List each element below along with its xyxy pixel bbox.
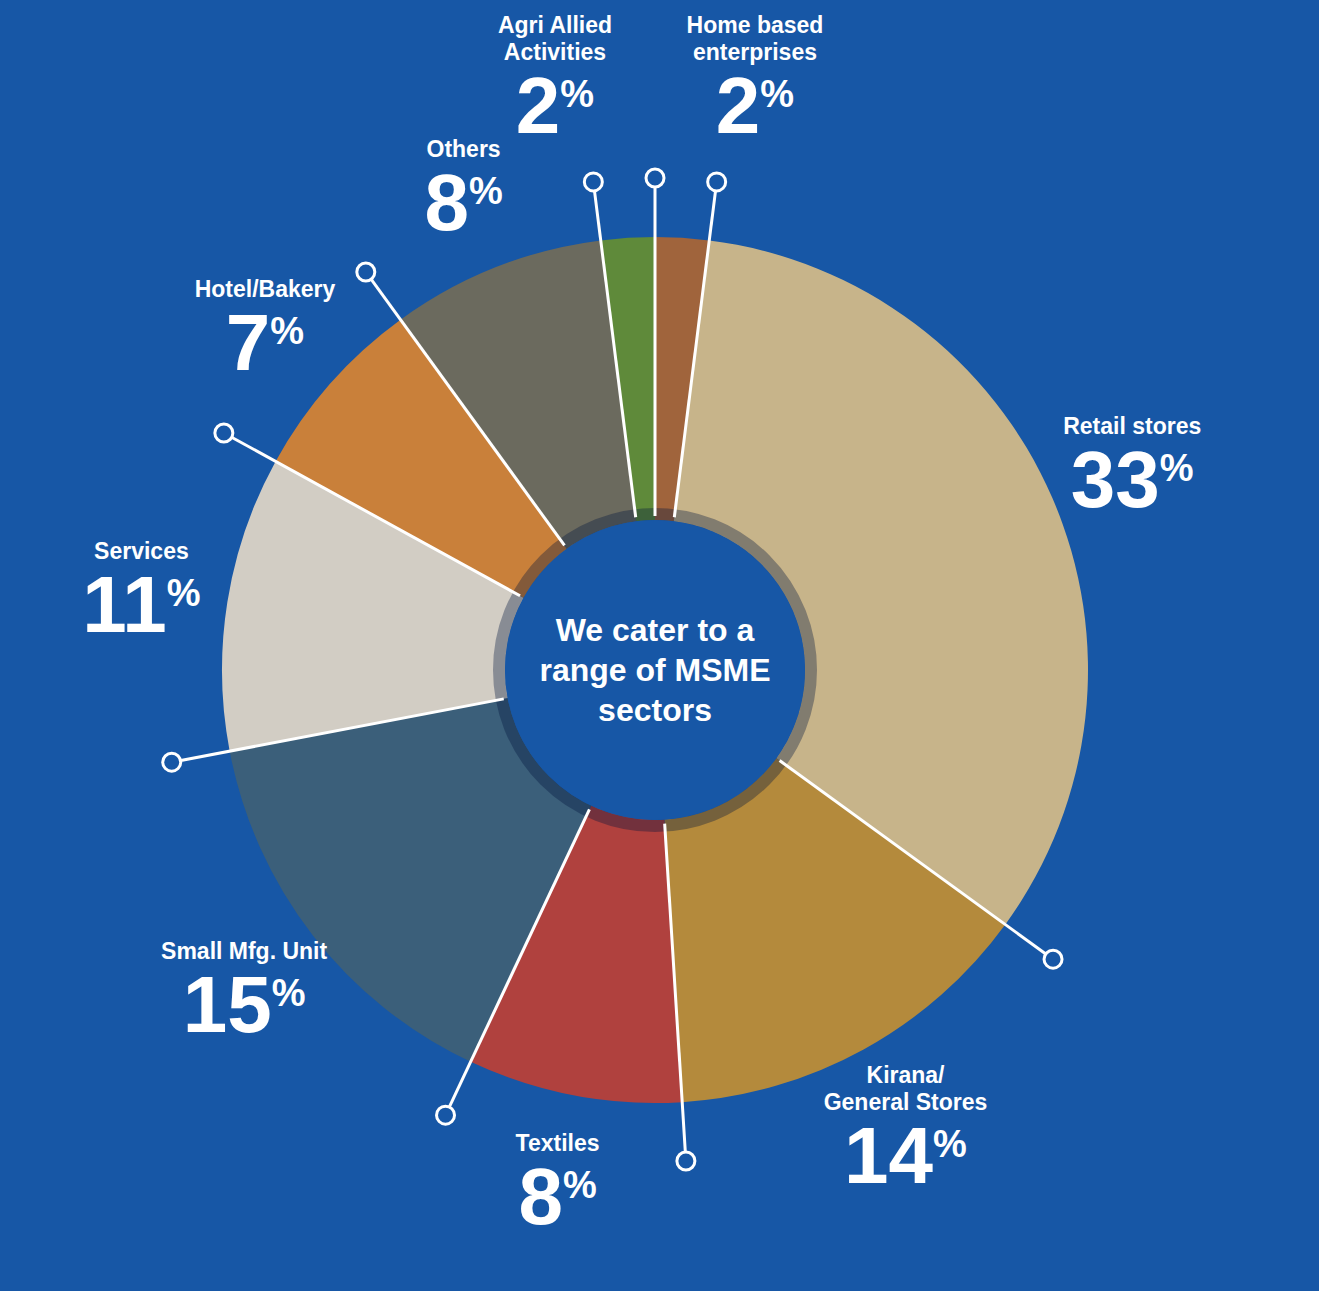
- leader-dot: [215, 424, 233, 442]
- slice: [601, 237, 655, 521]
- category-label: Agri AlliedActivities: [498, 12, 612, 65]
- hole: [505, 520, 805, 820]
- value-label-unit: %: [270, 310, 304, 352]
- title-line: sectors: [598, 692, 712, 728]
- leader-dot: [163, 753, 181, 771]
- value-label: 7%: [226, 298, 304, 387]
- category-label-line: Kirana/: [867, 1062, 946, 1088]
- value-label-number: 14: [844, 1111, 933, 1200]
- value-label-unit: %: [1160, 447, 1194, 489]
- hole-shadow: [499, 514, 811, 826]
- leader-dot: [646, 169, 664, 187]
- leader-dot: [437, 1106, 455, 1124]
- background: [0, 0, 1319, 1291]
- value-label-number: 8: [424, 158, 469, 247]
- slice: [400, 240, 636, 548]
- leader-line: [654, 178, 657, 516]
- value-label-number: 11: [82, 560, 167, 649]
- value-label-number: 8: [518, 1152, 563, 1241]
- value-label: 33%: [1071, 435, 1194, 524]
- value-label-number: 2: [716, 61, 761, 150]
- value-label-unit: %: [167, 572, 201, 614]
- page: {"chart_data": {"type": "pie", "title": …: [0, 0, 1319, 1291]
- value-label: 15%: [183, 960, 306, 1049]
- labels: Home basedenterprises2%Retail stores33%K…: [82, 12, 1201, 1241]
- value-label-number: 7: [226, 298, 271, 387]
- value-label: 11%: [82, 560, 200, 649]
- value-label: 2%: [516, 61, 594, 150]
- value-label-unit: %: [933, 1123, 967, 1165]
- leader-dot: [584, 173, 602, 191]
- leader-line: [366, 272, 565, 545]
- category-label: Kirana/General Stores: [824, 1062, 988, 1115]
- value-label: 14%: [844, 1111, 967, 1200]
- value-label-unit: %: [560, 73, 594, 115]
- category-label: Home basedenterprises: [687, 12, 824, 65]
- category-label-line: Agri Allied: [498, 12, 612, 38]
- leaders: [163, 169, 1062, 1170]
- chart: We cater to arange of MSMEsectorsHome ba…: [0, 0, 1319, 1291]
- leader-line: [446, 809, 590, 1115]
- leader-line: [780, 761, 1053, 960]
- leader-line: [674, 182, 716, 517]
- leader-dot: [708, 173, 726, 191]
- value-label: 8%: [424, 158, 502, 247]
- title-line: We cater to a: [556, 612, 755, 648]
- leader-line: [172, 699, 504, 762]
- leader-dot: [1044, 950, 1062, 968]
- leader-line: [224, 433, 520, 596]
- value-label: 8%: [518, 1152, 596, 1241]
- value-label-unit: %: [563, 1164, 597, 1206]
- value-label: 2%: [716, 61, 794, 150]
- title-line: range of MSME: [539, 652, 770, 688]
- value-label-number: 2: [516, 61, 561, 150]
- leader-line: [665, 824, 686, 1161]
- leader-dot: [677, 1152, 695, 1170]
- value-label-number: 15: [183, 960, 272, 1049]
- value-label-number: 33: [1071, 435, 1160, 524]
- value-label-unit: %: [760, 73, 794, 115]
- category-label-line: Home based: [687, 12, 824, 38]
- leader-line: [593, 182, 635, 517]
- leader-dot: [357, 263, 375, 281]
- title: We cater to a range of MSME sectors: [539, 612, 770, 728]
- value-label-unit: %: [272, 972, 306, 1014]
- value-label-unit: %: [469, 170, 503, 212]
